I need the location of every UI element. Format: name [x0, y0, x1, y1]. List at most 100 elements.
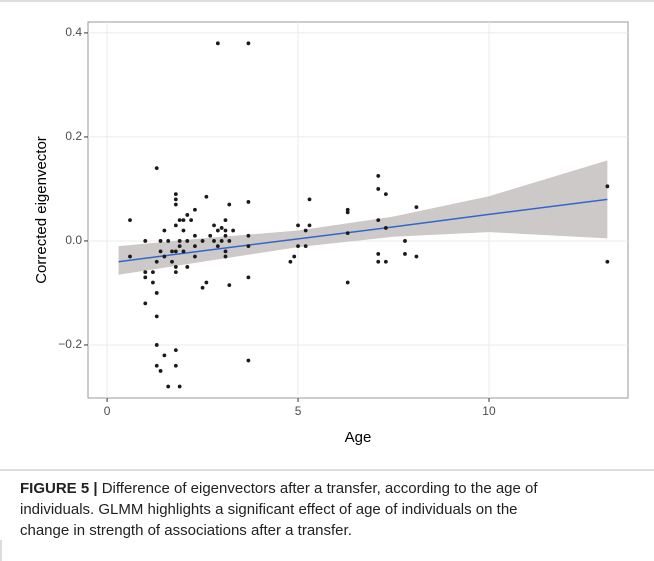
- point: [212, 239, 216, 243]
- point: [227, 283, 232, 288]
- point: [246, 233, 251, 238]
- y-tick-label: −0.2: [58, 337, 82, 351]
- y-tick-label: 0.4: [65, 25, 82, 39]
- point: [403, 239, 407, 243]
- point: [177, 384, 182, 389]
- point: [128, 254, 132, 259]
- point: [215, 228, 220, 233]
- point: [162, 228, 167, 233]
- point: [292, 254, 297, 259]
- point: [303, 228, 308, 233]
- point: [376, 252, 381, 256]
- point: [307, 223, 312, 228]
- point: [246, 358, 251, 363]
- fit-line: [118, 198, 608, 263]
- point: [376, 259, 381, 264]
- point: [158, 249, 163, 254]
- point: [307, 197, 312, 202]
- point: [128, 218, 132, 223]
- point: [177, 239, 182, 243]
- point: [376, 174, 381, 178]
- point: [166, 384, 171, 389]
- point: [215, 244, 220, 249]
- point: [204, 280, 209, 285]
- point: [151, 270, 155, 275]
- caption-line: change in strength of associations after…: [20, 522, 352, 539]
- point: [154, 166, 159, 171]
- point: [345, 210, 350, 215]
- point: [200, 285, 205, 290]
- point: [296, 244, 300, 249]
- point: [162, 254, 167, 259]
- point: [227, 239, 232, 243]
- caption-label: FIGURE 5 |: [20, 480, 98, 497]
- point: [227, 202, 232, 207]
- point: [158, 369, 163, 373]
- point: [215, 41, 220, 46]
- point: [605, 259, 610, 264]
- point: [193, 244, 197, 249]
- point: [181, 228, 186, 233]
- point: [173, 223, 178, 228]
- point: [345, 280, 350, 285]
- point: [185, 239, 190, 243]
- point: [193, 254, 197, 259]
- point: [193, 233, 197, 238]
- point: [383, 192, 388, 197]
- point: [154, 363, 159, 368]
- point: [223, 233, 228, 238]
- point: [376, 187, 381, 191]
- point: [403, 252, 407, 256]
- point: [154, 314, 159, 319]
- point: [246, 275, 251, 280]
- point: [223, 249, 228, 254]
- point: [246, 200, 251, 204]
- point: [200, 239, 205, 243]
- point: [162, 353, 167, 358]
- point: [345, 231, 350, 236]
- point: [154, 291, 159, 295]
- point: [605, 184, 610, 189]
- point: [296, 223, 300, 228]
- x-tick-label: 0: [104, 404, 111, 418]
- caption-line: individuals. GLMM highlights a significa…: [20, 501, 518, 518]
- point: [143, 275, 148, 280]
- point: [219, 239, 224, 243]
- point: [204, 194, 209, 199]
- point: [170, 259, 174, 264]
- point: [383, 259, 388, 264]
- point: [154, 343, 159, 347]
- point: [189, 218, 194, 223]
- point: [246, 244, 251, 249]
- point: [177, 218, 182, 223]
- point: [223, 218, 228, 223]
- point: [231, 228, 236, 233]
- point: [414, 254, 419, 259]
- point: [185, 265, 190, 269]
- point: [223, 228, 228, 233]
- point: [181, 249, 186, 254]
- point: [177, 244, 182, 249]
- point: [173, 348, 178, 353]
- point: [212, 223, 216, 228]
- caption-text: Difference of eigenvectors after a trans…: [102, 480, 539, 497]
- point: [193, 207, 197, 212]
- point: [345, 207, 350, 212]
- point: [223, 254, 228, 259]
- point: [166, 239, 171, 243]
- point: [414, 205, 419, 210]
- point: [219, 226, 224, 230]
- point: [154, 259, 159, 264]
- point: [383, 226, 388, 230]
- y-tick-label: 0.0: [65, 233, 82, 247]
- point: [173, 202, 178, 207]
- point: [246, 41, 251, 46]
- x-tick-label: 5: [295, 404, 302, 418]
- point: [173, 192, 178, 197]
- point: [143, 270, 148, 275]
- point: [143, 301, 148, 306]
- y-axis-title: Corrected eigenvector: [33, 136, 50, 284]
- x-axis-title: Age: [345, 429, 372, 446]
- point: [173, 249, 178, 254]
- x-tick-label: 10: [482, 404, 496, 418]
